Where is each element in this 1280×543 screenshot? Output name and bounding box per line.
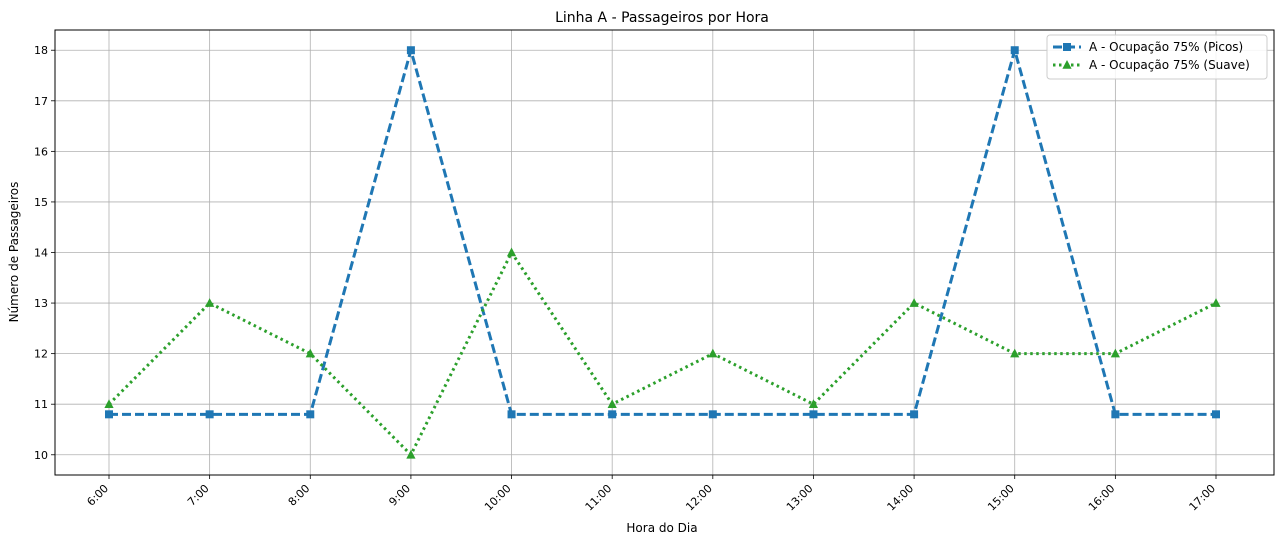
- x-axis-ticks: 6:00 7:00 8:00 9:00 10:00 11:00 12:00 13:00 14:0…: [84, 475, 1218, 514]
- series-2-line: [107, 251, 1217, 457]
- legend-item-1: A - Ocupação 75% (Picos): [1053, 40, 1243, 54]
- series-2-point: [205, 298, 215, 307]
- series-2-point: [506, 247, 517, 257]
- x-tick-label: 7:00: [185, 482, 212, 509]
- chart-title: Linha A - Passageiros por Hora: [555, 10, 769, 26]
- x-axis-label: Hora do Dia: [626, 521, 697, 535]
- series-1-point: [608, 410, 617, 419]
- x-tick-label: 15:00: [985, 482, 1017, 514]
- series-1-point: [507, 410, 516, 419]
- series-2-point: [1110, 348, 1120, 358]
- series-1-point: [910, 410, 919, 419]
- x-tick-label: 17:00: [1187, 482, 1219, 514]
- x-tick-label: 12:00: [683, 482, 715, 514]
- y-tick-label: 10: [34, 449, 48, 462]
- y-tick-label: 16: [34, 145, 48, 158]
- series-1: [105, 46, 1220, 419]
- series-2: [104, 247, 1221, 459]
- series-1-line: [109, 48, 1216, 416]
- series-2-point: [808, 399, 819, 409]
- series-layer: [104, 46, 1221, 459]
- legend-label: A - Ocupação 75% (Suave): [1089, 58, 1250, 72]
- legend-label: A - Ocupação 75% (Picos): [1089, 40, 1243, 54]
- y-tick-label: 14: [34, 247, 48, 260]
- series-2-point: [1211, 298, 1221, 307]
- legend-item-2: A - Ocupação 75% (Suave): [1053, 58, 1250, 72]
- series-1-point: [708, 410, 717, 419]
- series-1-point: [306, 410, 315, 419]
- series-1-point: [1010, 46, 1019, 55]
- series-2-point: [406, 449, 416, 459]
- series-2-point: [1010, 348, 1020, 358]
- series-2-point: [607, 399, 617, 409]
- y-tick-label: 17: [34, 95, 48, 108]
- legend: A - Ocupação 75% (Picos) A - Ocupação 75%…: [1046, 34, 1268, 80]
- y-axis-label: Número de Passageiros: [7, 182, 21, 323]
- series-1-point: [809, 410, 818, 419]
- legend-box: [1046, 34, 1268, 80]
- y-tick-label: 15: [34, 196, 48, 209]
- y-tick-label: 18: [34, 44, 48, 57]
- y-tick-label: 11: [34, 398, 48, 411]
- x-tick-label: 6:00: [84, 482, 111, 509]
- x-tick-label: 10:00: [482, 482, 514, 514]
- x-tick-label: 11:00: [583, 482, 615, 514]
- x-tick-label: 8:00: [286, 482, 313, 509]
- series-1-point: [1212, 410, 1220, 419]
- series-1-point: [1111, 410, 1120, 419]
- legend-swatch-marker: [1063, 43, 1071, 51]
- series-2-point: [909, 298, 919, 307]
- series-1-point: [406, 46, 415, 55]
- legend-swatch-marker: [1062, 60, 1072, 69]
- series-2-point: [708, 348, 718, 358]
- x-tick-label: 14:00: [885, 482, 917, 514]
- x-tick-label: 9:00: [386, 482, 413, 509]
- series-1-point: [105, 410, 113, 419]
- y-tick-label: 13: [34, 297, 48, 310]
- grid: [55, 30, 1274, 475]
- x-tick-label: 13:00: [784, 482, 816, 514]
- y-tick-label: 12: [34, 348, 48, 361]
- series-2-point: [305, 348, 315, 358]
- y-axis-ticks: 10 11 12 13 14 15 16 17 18: [34, 44, 55, 462]
- x-tick-label: 16:00: [1086, 482, 1118, 514]
- series-1-point: [205, 410, 214, 419]
- series-2-point: [104, 399, 114, 409]
